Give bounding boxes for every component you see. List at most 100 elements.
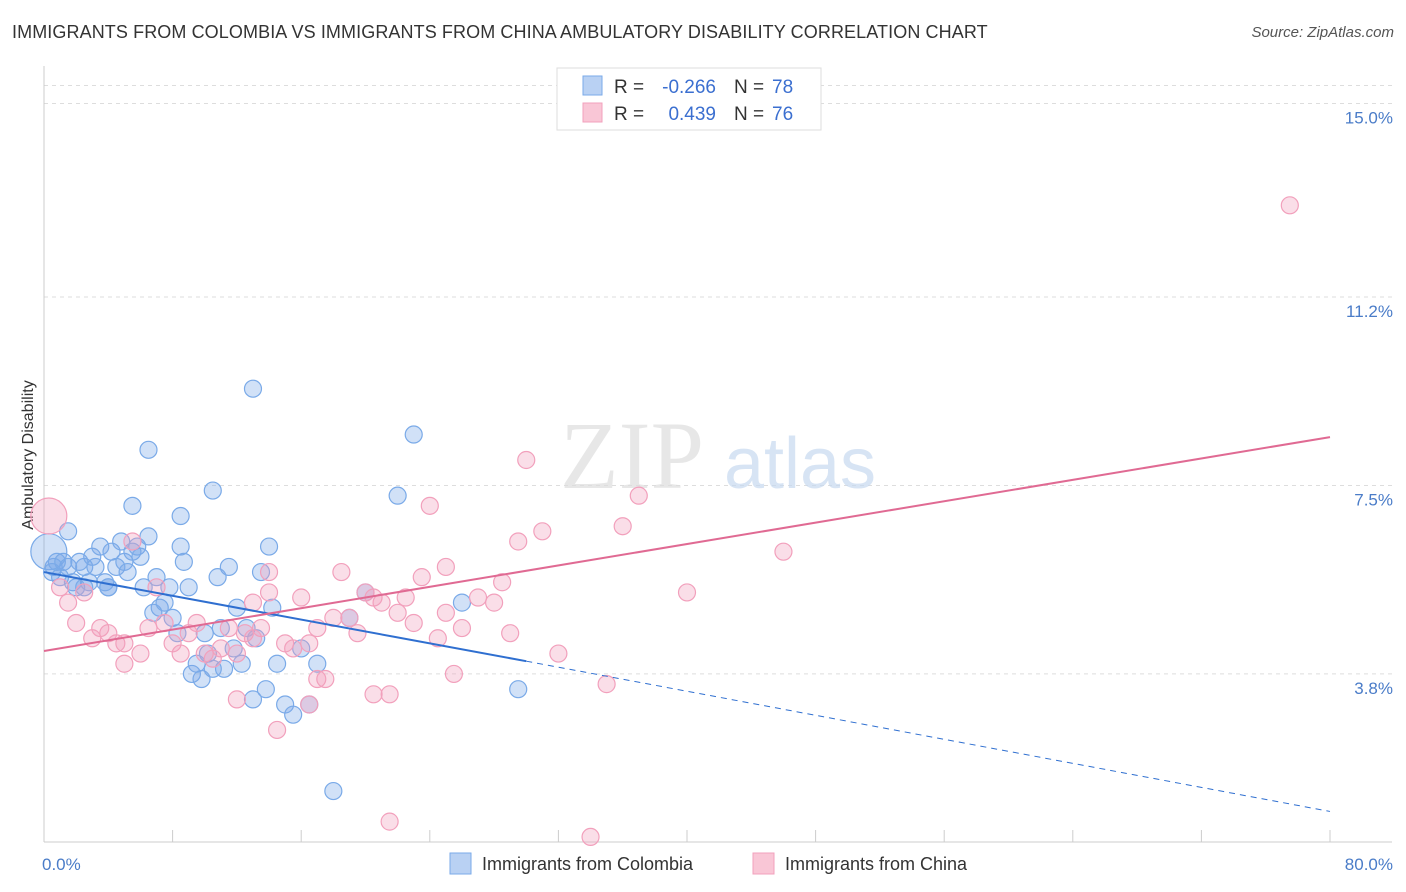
china-point-66: [227, 690, 246, 709]
china-point-2: [59, 593, 78, 612]
colombia-point-27: [139, 527, 158, 546]
colombia-point-63: [123, 496, 142, 515]
china-point-16: [171, 644, 190, 663]
legend-n-value-colombia: 78: [772, 77, 793, 98]
colombia-trend-extension: [526, 660, 1331, 812]
x-tick-labels: 0.0% 80.0%: [42, 855, 1393, 874]
china-point-70: [436, 557, 455, 577]
colombia-point-7: [59, 522, 78, 541]
y-tick-label-3: 15.0%: [1345, 108, 1393, 127]
china-point-72: [259, 562, 279, 582]
colombia-point-69: [308, 654, 327, 673]
china-point-45: [404, 613, 423, 633]
china-point-47: [420, 496, 439, 515]
bottom-legend-swatch-colombia[interactable]: [449, 852, 472, 875]
china-point-67: [308, 669, 327, 689]
legend-swatch-china: [582, 102, 603, 123]
china-point-31: [292, 588, 311, 607]
colombia-point-22: [118, 562, 137, 582]
y-tick-label-1: 7.5%: [1354, 490, 1393, 509]
china-point-0: [30, 497, 68, 535]
colombia-point-52: [243, 690, 263, 709]
china-point-49: [436, 603, 455, 622]
legend-swatch-colombia: [582, 75, 603, 96]
colombia-point-60: [284, 705, 303, 724]
china-point-48: [428, 629, 447, 648]
china-point-21: [211, 639, 230, 658]
china-point-3: [67, 613, 86, 633]
source-label: Source: ZipAtlas.com: [1251, 24, 1394, 41]
colombia-point-31: [155, 593, 174, 612]
colombia-point-35: [171, 537, 190, 556]
colombia-trend-line: [43, 571, 527, 663]
china-point-58: [549, 644, 568, 663]
y-tick-label-2: 11.2%: [1346, 302, 1393, 321]
series-china-points: [30, 196, 1299, 847]
colombia-point-29: [147, 568, 166, 587]
x-tick-min: 0.0%: [42, 855, 81, 874]
china-point-4: [75, 583, 94, 602]
china-point-61: [629, 486, 648, 505]
bottom-legend-label-china[interactable]: Immigrants from China: [785, 854, 968, 874]
china-point-64: [1280, 196, 1299, 215]
china-point-44: [396, 588, 415, 607]
china-point-57: [533, 522, 552, 541]
china-point-30: [284, 639, 303, 658]
china-point-43: [388, 603, 407, 622]
x-tick-max: 80.0%: [1345, 855, 1393, 874]
china-point-75: [243, 629, 263, 648]
china-point-1: [50, 578, 70, 597]
y-axis-label: Ambulatory Disability: [20, 380, 37, 529]
colombia-point-76: [509, 680, 528, 699]
colombia-point-24: [128, 537, 147, 556]
colombia-point-25: [131, 547, 150, 566]
china-point-71: [509, 532, 528, 551]
china-point-69: [380, 812, 399, 831]
trend-lines: [43, 436, 1331, 812]
colombia-point-62: [99, 578, 118, 597]
colombia-point-70: [324, 781, 343, 801]
colombia-point-74: [404, 425, 423, 444]
china-point-59: [597, 675, 616, 694]
china-point-52: [468, 588, 488, 607]
colombia-point-56: [259, 537, 279, 556]
china-point-42: [380, 685, 399, 704]
china-point-38: [348, 624, 367, 643]
colombia-point-66: [203, 481, 222, 500]
colombia-point-46: [214, 659, 234, 678]
china-point-74: [581, 827, 600, 847]
bottom-legend-swatch-china[interactable]: [752, 852, 775, 875]
china-point-18: [187, 613, 206, 633]
gridlines: [44, 84, 1392, 675]
colombia-point-44: [208, 568, 227, 587]
legend-r-value-china: 0.439: [668, 104, 716, 125]
china-point-60: [613, 517, 632, 536]
china-point-65: [115, 654, 134, 673]
series-colombia-points: [30, 379, 528, 801]
china-point-56: [517, 450, 536, 470]
china-point-37: [340, 608, 359, 627]
legend-r-label-china: R =: [614, 104, 644, 125]
china-point-28: [267, 720, 287, 740]
colombia-point-40: [192, 669, 211, 689]
china-point-68: [364, 685, 383, 704]
colombia-point-55: [256, 680, 275, 699]
china-point-53: [485, 593, 504, 612]
china-point-50: [444, 664, 464, 684]
bottom-legend-label-colombia[interactable]: Immigrants from Colombia: [482, 854, 694, 874]
china-point-36: [332, 562, 351, 582]
colombia-point-73: [388, 486, 407, 505]
china-point-54: [493, 573, 512, 592]
china-point-14: [155, 613, 174, 633]
colombia-point-15: [91, 537, 110, 556]
top-legend: R = -0.266 N = 78 R = 0.439 N = 76: [556, 67, 822, 131]
colombia-point-47: [219, 557, 238, 577]
colombia-point-64: [139, 440, 158, 459]
china-point-55: [501, 624, 520, 643]
colombia-point-65: [171, 506, 190, 526]
bottom-legend: Immigrants from Colombia Immigrants from…: [449, 852, 968, 875]
y-tick-label-0: 3.8%: [1354, 679, 1393, 698]
china-point-46: [412, 568, 431, 587]
china-point-27: [259, 583, 279, 602]
